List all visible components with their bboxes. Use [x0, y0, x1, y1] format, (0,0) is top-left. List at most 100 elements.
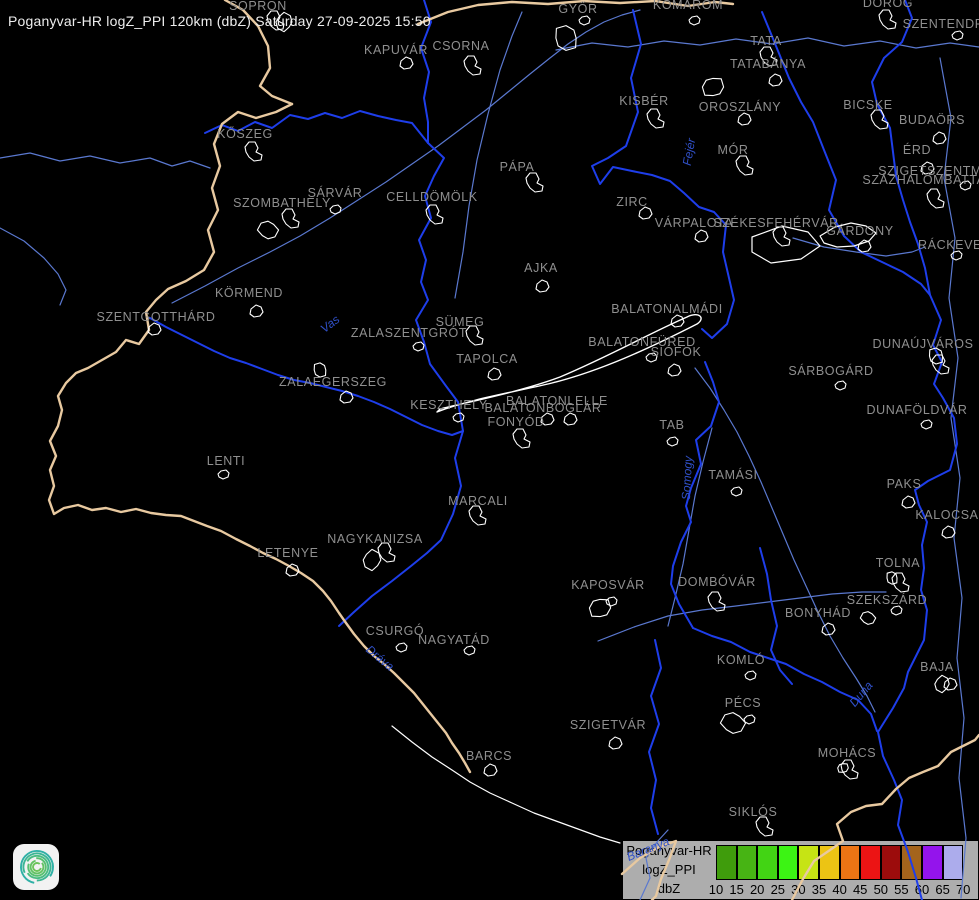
map-line [147, 322, 162, 336]
map-line [329, 204, 342, 215]
city-label: SIÓFOK [650, 345, 702, 359]
map-line [645, 352, 658, 363]
map-line [951, 30, 964, 41]
map-line [928, 347, 944, 365]
city-label: BUDAÖRS [898, 113, 966, 127]
legend-swatch [757, 845, 778, 880]
city-label: NAGYKANIZSA [327, 532, 423, 546]
legend-swatch [736, 845, 758, 880]
city-label: BONYHÁD [784, 606, 852, 620]
map-line [939, 57, 967, 899]
map-line [171, 9, 641, 304]
map-line [399, 56, 414, 70]
city-label: MARCALI [448, 494, 508, 508]
city-label: AJKA [524, 261, 558, 275]
region-label: Fejér [679, 137, 699, 167]
legend-swatch [860, 845, 881, 880]
spiral-ring [29, 859, 45, 875]
map-line [555, 37, 979, 51]
map-line [512, 428, 531, 449]
city-label: SZIGETSZENTMIKLÓS [878, 164, 979, 178]
map-line [463, 55, 482, 76]
city-label: PAKS [886, 477, 922, 491]
city-label: KAPUVÁR [364, 43, 428, 57]
map-line [730, 486, 743, 497]
map-line [692, 627, 878, 732]
map-line [950, 250, 963, 261]
city-label: TOLNA [875, 556, 921, 570]
map-line [819, 222, 877, 248]
city-label: FONYÓD [487, 415, 545, 429]
map-line [891, 572, 910, 593]
map-line [701, 77, 725, 97]
legend-tick: 55 [894, 882, 909, 897]
map-line [313, 362, 327, 378]
map-line [768, 73, 783, 87]
city-label: KALOCSA [915, 508, 979, 522]
legend-tick: 70 [955, 882, 971, 897]
city-label: KŐSZEG [217, 127, 273, 141]
city-label: DUNAÚJVÁROS [872, 337, 974, 351]
city-label: BALATONFÜRED [588, 335, 696, 349]
spiral-ring [20, 850, 54, 884]
map-line [608, 736, 623, 750]
city-label: BALATONBOGLÁR [484, 401, 602, 415]
city-label: SZENTGOTTHÁRD [96, 310, 216, 324]
legend-tick: 25 [770, 882, 786, 897]
city-label: CSORNA [432, 39, 490, 53]
map-line [285, 563, 300, 577]
map-line [412, 341, 425, 352]
map-line [834, 380, 847, 391]
map-line [452, 412, 465, 423]
legend-text-block: Poganyvar-HR logZ_PPI dbZ [623, 841, 715, 899]
legend-tick: 15 [729, 882, 744, 897]
map-line [638, 206, 653, 220]
map-line [772, 226, 791, 247]
map-line [578, 15, 591, 26]
legend-tick: 35 [811, 882, 827, 897]
spiral-logo-icon [13, 844, 59, 890]
map-line [563, 412, 578, 426]
map-line [244, 141, 263, 162]
legend-swatch [716, 845, 737, 880]
map-line [837, 763, 849, 773]
city-label: SZÉKESFEHÉRVÁR [713, 216, 839, 230]
city-label: SOPRON [229, 0, 287, 13]
map-line [377, 542, 396, 563]
map-line [416, 0, 735, 26]
map-line [483, 763, 498, 777]
region-label: Duna [846, 678, 876, 710]
map-line [391, 725, 621, 844]
city-label: CELLDÖMÖLK [386, 190, 478, 204]
map-line [959, 180, 972, 191]
city-label: NAGYATÁD [418, 633, 490, 647]
city-label: KISBÉR [619, 94, 669, 108]
map-line [931, 354, 950, 375]
city-label: VÁRPALOTA [654, 216, 734, 230]
map-line [648, 639, 662, 835]
spiral-ring [27, 857, 47, 877]
map-line [47, 102, 472, 774]
city-label: SIKLÓS [728, 805, 778, 819]
city-label: DOROG [862, 0, 914, 10]
map-line [751, 225, 821, 264]
map-line [878, 9, 897, 30]
map-line [792, 237, 926, 257]
map-line [759, 46, 778, 67]
city-label: SZIGETVÁR [569, 718, 647, 732]
legend-tick: 40 [832, 882, 847, 897]
legend-tick: 50 [873, 882, 889, 897]
map-line [859, 611, 877, 625]
city-label: SÁRBOGÁRD [788, 364, 874, 378]
legend-product: logZ_PPI [642, 861, 696, 877]
legend-swatch [942, 845, 964, 880]
map-line [339, 390, 354, 404]
map-line [694, 229, 709, 243]
map-line [362, 548, 382, 572]
city-label: KÖRMEND [214, 286, 284, 300]
map-line [281, 208, 300, 229]
map-line [744, 670, 757, 681]
city-label: KOMÁROM [652, 0, 724, 12]
